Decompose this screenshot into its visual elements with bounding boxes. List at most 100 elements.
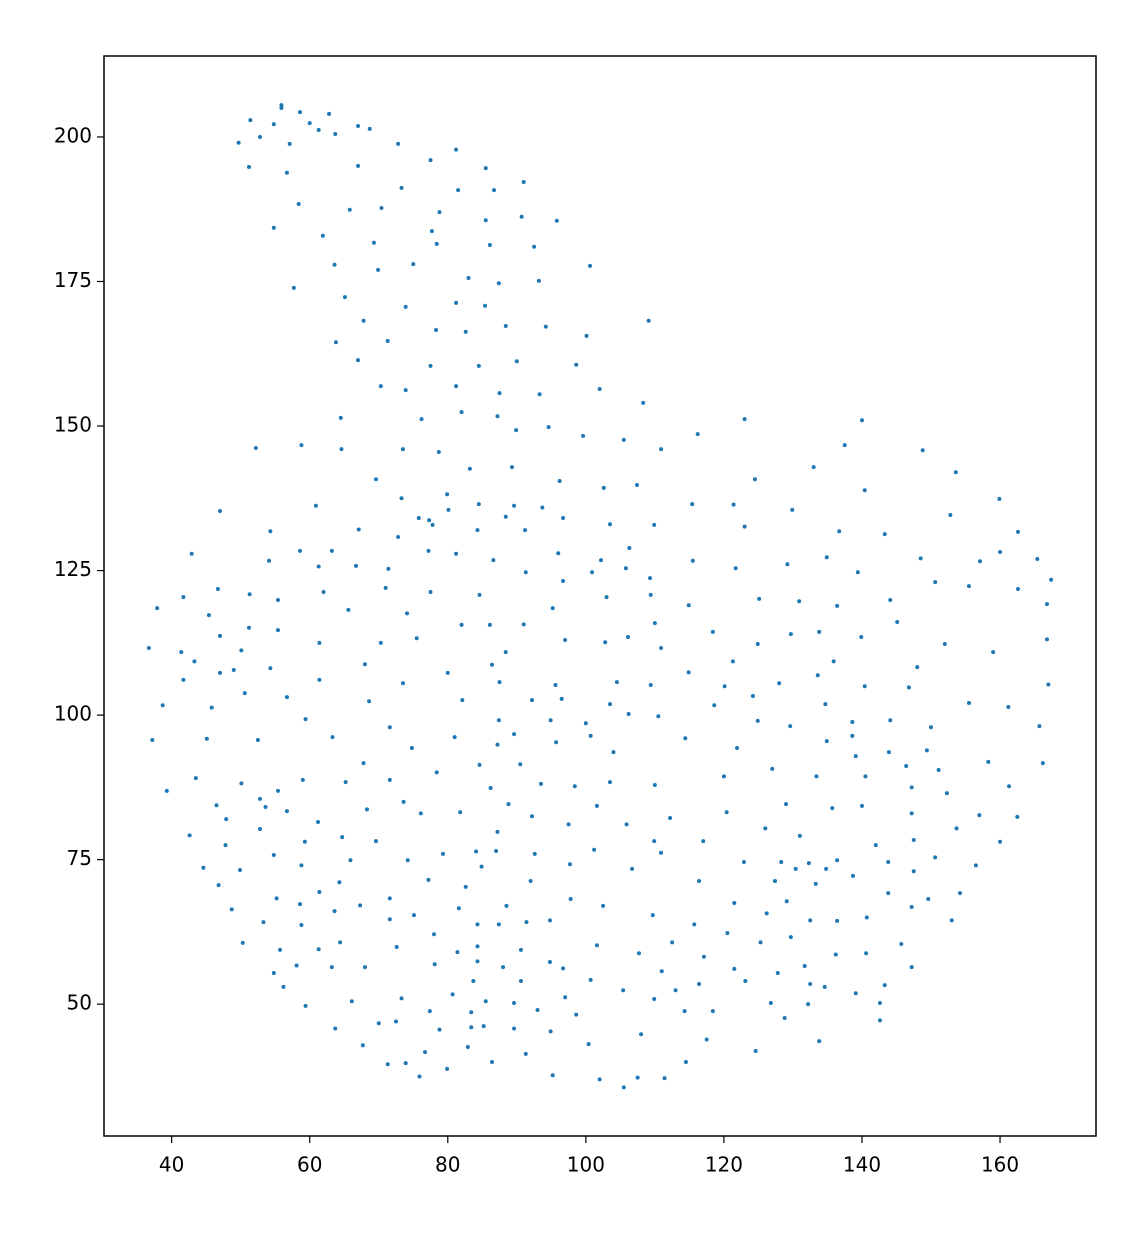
point: [1015, 587, 1020, 592]
point: [686, 670, 691, 675]
point: [271, 225, 276, 230]
point: [621, 437, 626, 442]
point: [216, 883, 221, 888]
point: [405, 611, 410, 616]
point: [683, 736, 688, 741]
point: [802, 964, 807, 969]
point: [275, 628, 280, 633]
point: [501, 965, 506, 970]
point: [483, 303, 488, 308]
point: [991, 650, 996, 655]
point: [537, 392, 542, 397]
point: [477, 762, 482, 767]
point: [477, 592, 482, 597]
point: [378, 640, 383, 645]
point: [528, 879, 533, 884]
point: [561, 966, 566, 971]
point: [409, 746, 414, 751]
point: [888, 718, 893, 723]
point: [360, 1043, 365, 1048]
point: [864, 915, 869, 920]
point: [456, 906, 461, 911]
point: [387, 777, 392, 782]
point: [835, 603, 840, 608]
point: [822, 984, 827, 989]
point: [179, 650, 184, 655]
point: [459, 410, 464, 415]
point: [358, 903, 363, 908]
point: [886, 750, 891, 755]
point: [434, 241, 439, 246]
y-tick-label: 150: [54, 413, 92, 437]
x-tick-label: 60: [297, 1153, 322, 1177]
point: [758, 940, 763, 945]
point: [333, 1026, 338, 1031]
point: [512, 1001, 517, 1006]
point: [648, 576, 653, 581]
point: [454, 300, 459, 305]
point: [496, 281, 501, 286]
point: [362, 965, 367, 970]
point: [307, 121, 312, 126]
point: [936, 768, 941, 773]
point: [768, 1001, 773, 1006]
point: [333, 132, 338, 137]
point: [373, 477, 378, 482]
point: [294, 963, 299, 968]
point: [830, 806, 835, 811]
point: [648, 683, 653, 688]
point: [497, 680, 502, 685]
point: [862, 684, 867, 689]
point: [302, 839, 307, 844]
point: [623, 566, 628, 571]
point: [255, 737, 260, 742]
point: [862, 488, 867, 493]
point: [1007, 784, 1012, 789]
point: [652, 996, 657, 1001]
point: [316, 564, 321, 569]
point: [842, 443, 847, 448]
point: [614, 680, 619, 685]
point: [1015, 529, 1020, 534]
point: [321, 589, 326, 594]
point: [557, 478, 562, 483]
point: [603, 640, 608, 645]
point: [215, 587, 220, 592]
point: [353, 563, 358, 568]
point: [338, 415, 343, 420]
point: [445, 1066, 450, 1071]
point: [532, 244, 537, 249]
point: [278, 947, 283, 952]
point: [966, 700, 971, 705]
point: [904, 763, 909, 768]
point: [434, 328, 439, 333]
point: [742, 524, 747, 529]
point: [909, 811, 914, 816]
point: [536, 278, 541, 283]
point: [561, 578, 566, 583]
point: [586, 1042, 591, 1047]
point: [806, 1002, 811, 1007]
point: [710, 629, 715, 634]
point: [365, 807, 370, 812]
point: [284, 809, 289, 814]
point: [608, 702, 613, 707]
point: [608, 522, 613, 527]
point: [189, 551, 194, 556]
point: [242, 691, 247, 696]
point: [735, 746, 740, 751]
x-tick-label: 100: [567, 1153, 605, 1177]
point: [330, 735, 335, 740]
point: [475, 528, 480, 533]
point: [514, 359, 519, 364]
point: [785, 562, 790, 567]
point: [332, 262, 337, 267]
point: [239, 648, 244, 653]
point: [859, 803, 864, 808]
point: [752, 477, 757, 482]
point: [547, 918, 552, 923]
point: [568, 896, 573, 901]
point: [419, 417, 424, 422]
point: [567, 862, 572, 867]
point: [229, 907, 234, 912]
